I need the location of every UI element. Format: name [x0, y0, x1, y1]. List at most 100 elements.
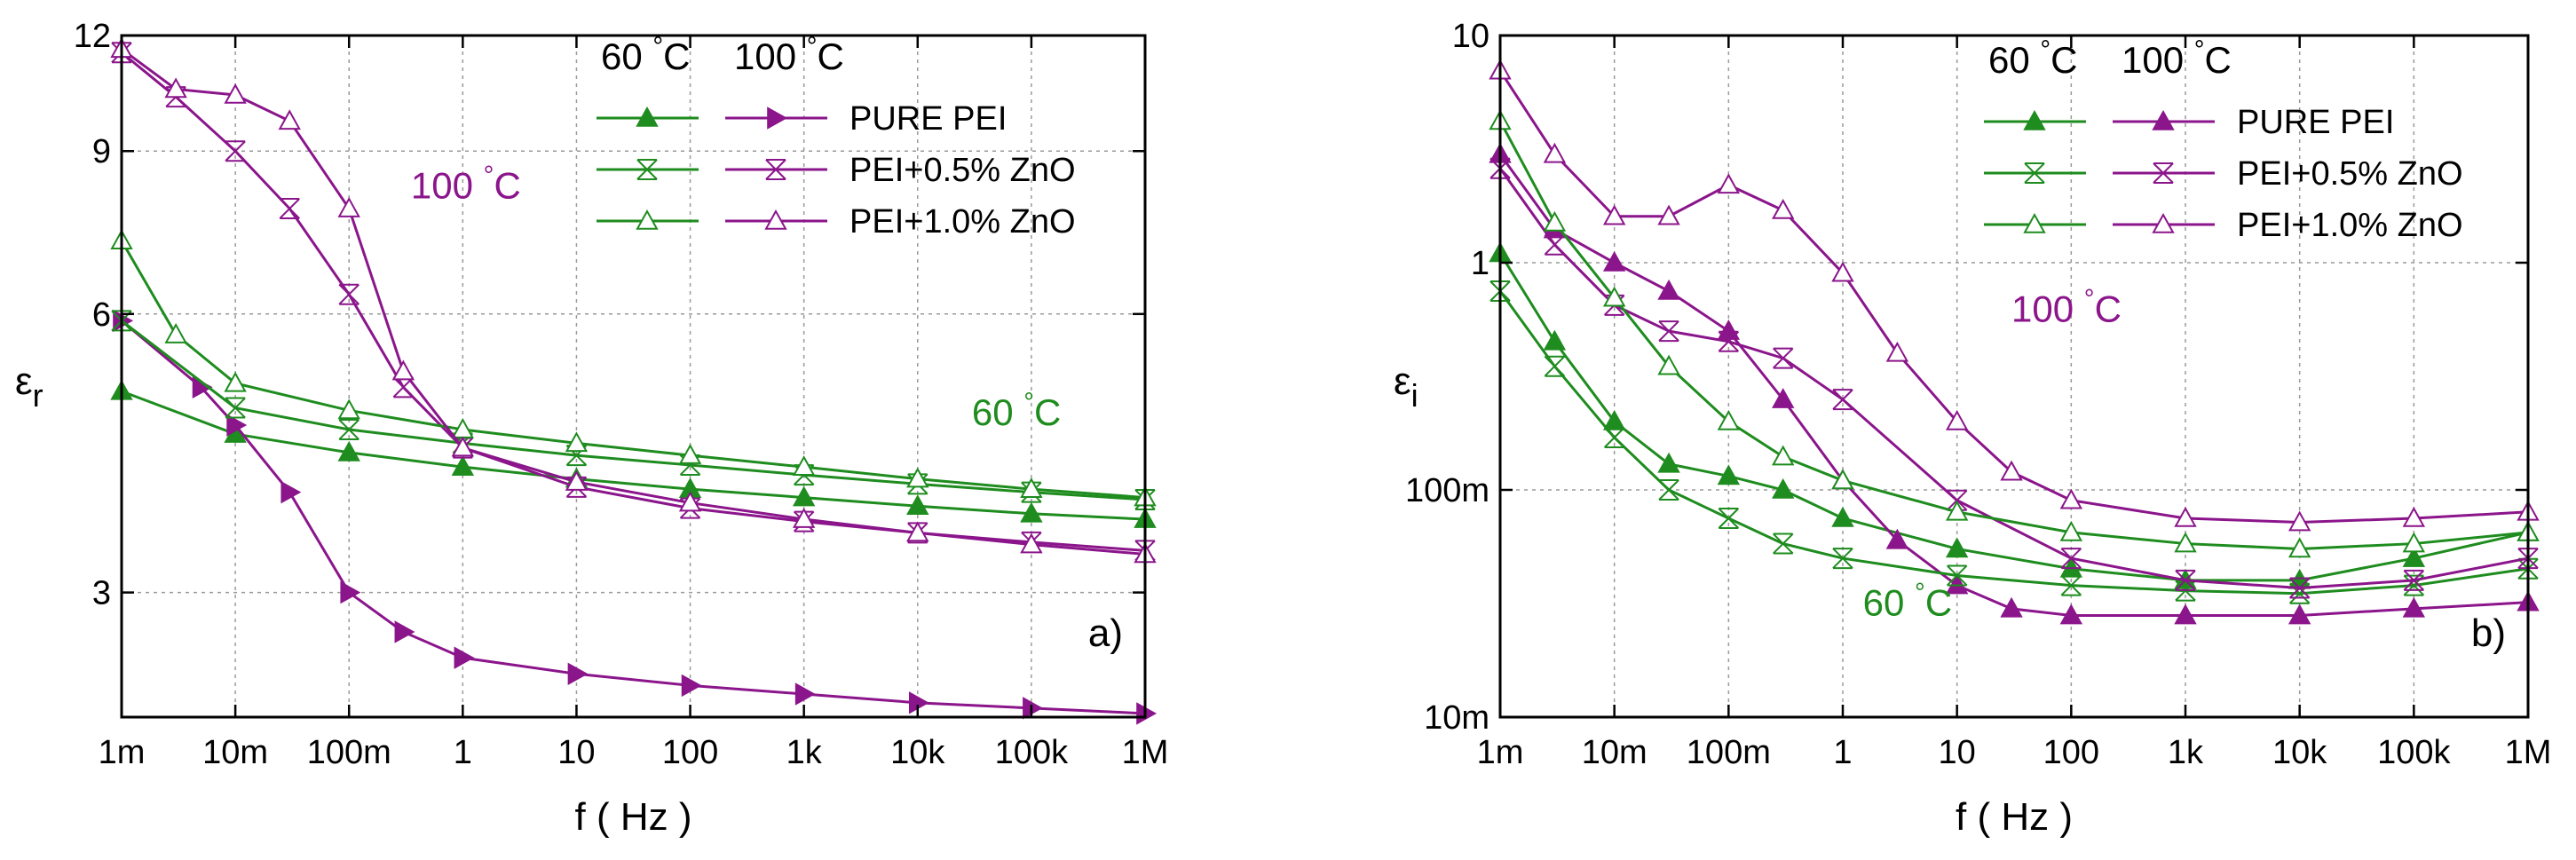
data-point-marker [2288, 577, 2311, 599]
x-tick-label: 100 [662, 734, 718, 771]
legend-header-green: 60 °C [1988, 36, 2078, 81]
data-point-marker [1773, 347, 1794, 369]
data-point-marker [678, 444, 702, 464]
data-point-marker [2288, 582, 2311, 604]
data-point-marker [565, 431, 589, 453]
y-axis-title: εi [1394, 359, 1418, 414]
legend-marker-purple [2152, 212, 2175, 233]
data-point-marker [1718, 507, 1740, 529]
x-tick-label: 10k [890, 734, 945, 771]
legend-marker-green [636, 159, 658, 180]
data-point-marker [392, 376, 415, 398]
data-point-marker [1657, 279, 1680, 300]
data-point-marker [567, 662, 589, 685]
data-point-marker [340, 580, 361, 604]
data-point-marker [565, 469, 589, 491]
data-point-marker [681, 674, 702, 698]
data-point-marker [1945, 409, 1969, 430]
series-line [121, 320, 1146, 501]
data-point-marker [451, 455, 475, 476]
data-point-marker [338, 419, 360, 441]
y-tick-label: 6 [92, 296, 111, 334]
data-point-marker [2288, 510, 2311, 532]
data-point-marker [225, 397, 246, 419]
data-point-marker [1946, 489, 1968, 511]
data-point-marker [2288, 537, 2311, 558]
data-point-marker [1831, 261, 1854, 282]
data-point-marker [1602, 204, 1626, 225]
data-point-marker [1718, 330, 1740, 352]
data-point-marker [1602, 286, 1626, 307]
y-axis-title: εr [15, 359, 43, 414]
data-point-marker [391, 359, 415, 381]
legend-entry-label: PURE PEI [2237, 104, 2394, 141]
data-point-marker [1544, 355, 1566, 377]
legend-entry-label: PEI+1.0% ZnO [849, 203, 1076, 241]
y-tick-label: 1 [1471, 245, 1489, 282]
x-tick-label: 1 [454, 734, 472, 771]
data-point-marker [2059, 488, 2083, 509]
data-point-marker [1657, 354, 1680, 375]
data-point-marker [906, 494, 929, 516]
x-tick-label: 1k [2168, 734, 2204, 771]
x-tick-label: 10 [1939, 734, 1976, 771]
data-point-marker [2402, 532, 2426, 553]
data-point-marker [224, 83, 247, 104]
data-point-marker [565, 445, 588, 467]
x-tick-label: 1k [786, 734, 823, 771]
plot-frame [1498, 34, 2530, 719]
data-point-marker [1717, 320, 1741, 340]
data-point-marker [1658, 320, 1679, 343]
data-point-marker [1772, 445, 1795, 466]
data-point-marker [2174, 532, 2197, 553]
legend-marker-purple [767, 107, 788, 130]
data-point-marker [792, 507, 816, 528]
data-point-marker [1602, 409, 1626, 430]
data-point-marker [2175, 569, 2196, 591]
data-point-marker [1602, 250, 1626, 272]
y-tick-label: 10 [1452, 18, 1489, 55]
y-tick-label: 100m [1405, 472, 1489, 509]
data-point-marker [2000, 596, 2023, 618]
legend-entry-label: PEI+1.0% ZnO [2237, 207, 2463, 244]
data-point-marker [2403, 574, 2425, 596]
panel-a-chart: 1m 10m 100m 1 10 100 1k 10k 100k 1M 3 6 9 12 f ( Hz ) ε… [15, 18, 1168, 839]
data-point-marker [906, 467, 929, 488]
data-point-marker [2402, 547, 2426, 567]
temperature-annotation: 60 °C [1863, 579, 1953, 624]
data-point-marker [1658, 479, 1679, 501]
x-tick-label: 100m [307, 734, 391, 771]
data-point-marker [1543, 142, 1567, 163]
data-point-marker [1657, 452, 1680, 473]
data-point-marker [2402, 506, 2426, 527]
data-point-marker [1945, 537, 1969, 558]
legend-marker-green [2024, 162, 2045, 184]
x-tick-label: 1M [1122, 734, 1169, 771]
legend-marker-purple [764, 209, 787, 230]
data-point-marker [792, 455, 816, 476]
data-series-group [1489, 59, 2540, 625]
data-point-marker [1885, 341, 1909, 362]
legend-marker-green [636, 106, 659, 127]
legend-marker-green [2023, 212, 2046, 233]
data-point-marker [337, 196, 360, 217]
y-tick-label: 12 [74, 18, 111, 55]
data-point-marker [2060, 574, 2082, 596]
data-point-marker [1832, 389, 1853, 411]
x-tick-label: 1m [99, 734, 146, 771]
x-tick-label: 10m [202, 734, 268, 771]
legend-marker-green [636, 209, 659, 230]
x-tick-label: 10 [557, 734, 595, 771]
temperature-annotation: 100 °C [2011, 284, 2122, 329]
y-tick-label: 3 [92, 575, 111, 612]
x-tick-label: 10k [2272, 734, 2327, 771]
x-tick-label: 100k [2377, 734, 2451, 771]
series-line [121, 390, 1146, 521]
data-point-marker [278, 109, 301, 130]
temperature-annotation: 100 °C [411, 162, 521, 207]
y-tick-label: 10m [1424, 699, 1489, 737]
data-point-marker [164, 322, 187, 343]
data-point-marker [338, 283, 360, 305]
